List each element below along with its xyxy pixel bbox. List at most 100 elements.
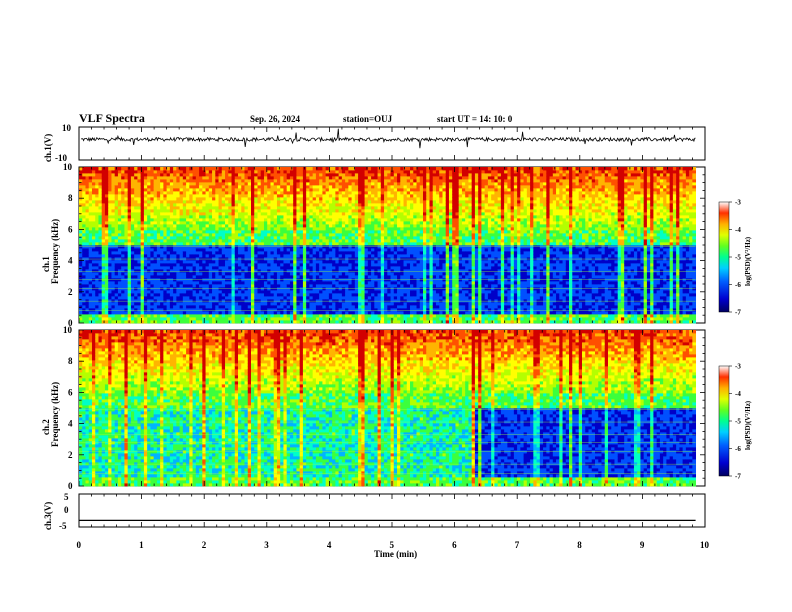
- spectrogram-cell: [254, 197, 258, 200]
- spectrogram-cell: [128, 200, 132, 203]
- spectrogram-cell: [170, 278, 174, 281]
- spectrogram-cell: [352, 242, 356, 245]
- spectrogram-cell: [348, 185, 352, 188]
- spectrogram-cell: [371, 173, 375, 176]
- spectrogram-cell: [144, 284, 148, 287]
- spectrogram-cell: [348, 227, 352, 230]
- spectrogram-cell: [316, 194, 320, 197]
- spectrogram-cell: [254, 167, 258, 170]
- spectrogram-cell: [348, 182, 352, 185]
- spectrogram-cell: [254, 272, 258, 275]
- spectrogram-cell: [335, 179, 339, 182]
- spectrogram-cell: [196, 275, 200, 278]
- spectrogram-cell: [238, 296, 242, 299]
- spectrogram-cell: [248, 236, 252, 239]
- spectrogram-cell: [270, 308, 274, 311]
- spectrogram-cell: [303, 311, 307, 314]
- spectrogram-cell: [296, 320, 300, 323]
- spectrogram-cell: [170, 185, 174, 188]
- spectrogram-cell: [335, 302, 339, 305]
- spectrogram-cell: [352, 224, 356, 227]
- spectrogram-cell: [206, 269, 210, 272]
- spectrogram-cell: [287, 221, 291, 224]
- spectrogram-cell: [137, 296, 141, 299]
- spectrogram-cell: [82, 209, 86, 212]
- spectrogram-cell: [108, 209, 112, 212]
- spectrogram-cell: [248, 275, 252, 278]
- spectrogram-cell: [274, 188, 278, 191]
- spectrogram-cell: [352, 296, 356, 299]
- spectrogram-cell: [329, 263, 333, 266]
- spectrogram-cell: [128, 188, 132, 191]
- spectrogram-cell: [92, 278, 96, 281]
- spectrogram-cell: [313, 320, 317, 323]
- spectrogram-cell: [313, 314, 317, 317]
- spectrogram-cell: [131, 278, 135, 281]
- spectrogram-cell: [306, 203, 310, 206]
- spectrogram-cell: [309, 299, 313, 302]
- spectrogram-cell: [212, 218, 216, 221]
- spectrogram-cell: [222, 167, 226, 170]
- spectrogram-cell: [128, 290, 132, 293]
- spectrogram-cell: [270, 173, 274, 176]
- spectrogram-cell: [368, 212, 372, 215]
- spectrogram-cell: [186, 305, 190, 308]
- spectrogram-cell: [309, 215, 313, 218]
- spectrogram-cell: [365, 281, 369, 284]
- spectrogram-cell: [361, 176, 365, 179]
- spectrogram-cell: [176, 302, 180, 305]
- spectrogram-cell: [280, 275, 284, 278]
- spectrogram-cell: [355, 176, 359, 179]
- spectrogram-cell: [257, 194, 261, 197]
- spectrogram-cell: [365, 311, 369, 314]
- spectrogram-cell: [274, 248, 278, 251]
- spectrogram-cell: [118, 284, 122, 287]
- spectrogram-cell: [196, 317, 200, 320]
- spectrogram-cell: [319, 290, 323, 293]
- spectrogram-cell: [180, 185, 184, 188]
- spectrogram-cell: [293, 272, 297, 275]
- spectrogram-cell: [131, 191, 135, 194]
- spectrogram-cell: [303, 227, 307, 230]
- spectrogram-cell: [144, 203, 148, 206]
- spectrogram-cell: [196, 170, 200, 173]
- spectrogram-cell: [254, 233, 258, 236]
- spectrogram-cell: [163, 215, 167, 218]
- spectrogram-cell: [361, 188, 365, 191]
- spectrogram-cell: [335, 218, 339, 221]
- spectrogram-cell: [98, 239, 102, 242]
- spectrogram-cell: [365, 290, 369, 293]
- spectrogram-cell: [232, 182, 236, 185]
- spectrogram-cell: [348, 203, 352, 206]
- spectrogram-cell: [189, 179, 193, 182]
- spectrogram-cell: [102, 299, 106, 302]
- spectrogram-cell: [183, 218, 187, 221]
- spectrogram-cell: [374, 212, 378, 215]
- spectrogram-cell: [89, 230, 93, 233]
- spectrogram-cell: [124, 317, 128, 320]
- spectrogram-cell: [82, 275, 86, 278]
- spectrogram-cell: [186, 308, 190, 311]
- spectrogram-cell: [371, 233, 375, 236]
- spectrogram-cell: [368, 284, 372, 287]
- spectrogram-cell: [212, 221, 216, 224]
- spectrogram-cell: [102, 275, 106, 278]
- spectrogram-cell: [173, 194, 177, 197]
- spectrogram-cell: [235, 206, 239, 209]
- spectrogram-cell: [134, 284, 138, 287]
- spectrogram-cell: [167, 236, 171, 239]
- spectrogram-cell: [212, 167, 216, 170]
- spectrogram-cell: [293, 224, 297, 227]
- spectrogram-cell: [196, 167, 200, 170]
- spectrogram-cell: [189, 290, 193, 293]
- spectrogram-cell: [189, 281, 193, 284]
- spectrogram-cell: [111, 218, 115, 221]
- spectrogram-cell: [170, 284, 174, 287]
- spectrogram-cell: [105, 176, 109, 179]
- spectrogram-cell: [267, 242, 271, 245]
- spectrogram-cell: [199, 275, 203, 278]
- spectrogram-cell: [157, 233, 161, 236]
- spectrogram-cell: [296, 248, 300, 251]
- spectrogram-cell: [196, 278, 200, 281]
- spectrogram-cell: [147, 209, 151, 212]
